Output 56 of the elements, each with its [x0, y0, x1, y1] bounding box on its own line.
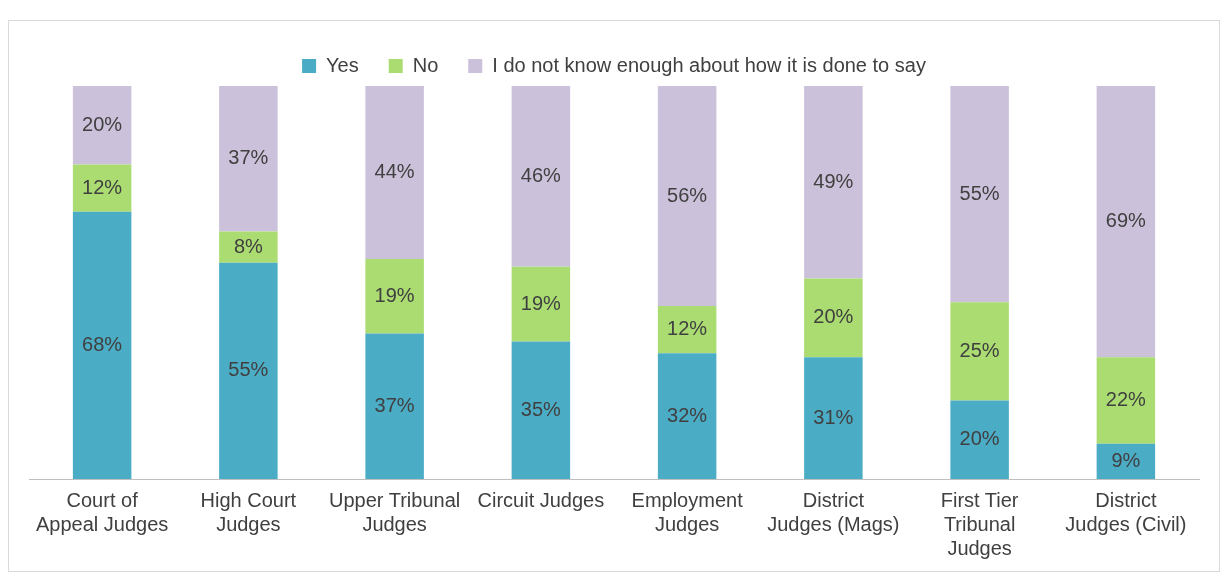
data-label: 37% [228, 146, 269, 169]
x-tick-label: District Judges (Civil) [1065, 488, 1187, 535]
bar [511, 341, 571, 479]
legend-label: No [412, 53, 439, 76]
data-label: 68% [82, 332, 123, 355]
data-label: 20% [82, 112, 123, 135]
bar [365, 86, 424, 259]
bar [950, 302, 1009, 401]
bar [72, 211, 132, 479]
x-tick-label: Employment Judges [631, 488, 744, 535]
data-label: 35% [520, 397, 562, 420]
bar [950, 400, 1009, 479]
data-label: 9% [1111, 448, 1141, 471]
legend-label: Yes [326, 53, 359, 76]
bar [804, 86, 863, 279]
x-tick-label: High Court Judges [200, 488, 297, 535]
data-label: 69% [1105, 209, 1147, 232]
bar [365, 258, 424, 334]
bar [1096, 357, 1156, 444]
data-label: 20% [959, 427, 1000, 450]
data-label: 37% [374, 393, 415, 416]
bar [1096, 86, 1156, 358]
data-label: 46% [520, 163, 562, 186]
bar [219, 86, 278, 232]
bar [657, 86, 717, 307]
data-label: 19% [374, 283, 415, 306]
bar [804, 278, 863, 358]
data-label: 32% [667, 403, 708, 426]
bar [219, 262, 278, 479]
legend-label: I do not know enough about how it is done to say [492, 53, 926, 76]
bar [72, 86, 132, 165]
data-label: 22% [1105, 387, 1147, 410]
data-label: 25% [959, 338, 1000, 361]
data-label: 19% [520, 291, 562, 314]
x-tick-label: Upper Tribunal Judges [329, 488, 461, 535]
data-label: 55% [959, 181, 1000, 204]
x-tick-label: Circuit Judges [477, 488, 605, 511]
bar [511, 266, 571, 342]
data-label: 49% [813, 169, 854, 192]
x-tick-label: District Judges (Mags) [767, 488, 900, 535]
bar [657, 353, 717, 479]
data-label: 55% [228, 358, 269, 381]
data-label: 56% [667, 183, 708, 206]
data-label: 8% [233, 234, 264, 257]
x-tick-label: First Tier Tribunal Judges [940, 488, 1019, 559]
bar [511, 86, 571, 267]
data-label: 20% [813, 305, 854, 328]
data-label: 44% [374, 159, 415, 182]
bar [950, 86, 1009, 303]
x-tick-label: Court of Appeal Judges [35, 488, 169, 535]
bar [365, 333, 424, 479]
data-label: 12% [82, 175, 123, 198]
data-label: 12% [667, 317, 708, 340]
bar [219, 231, 278, 263]
bar [804, 357, 863, 479]
data-label: 31% [813, 405, 854, 428]
